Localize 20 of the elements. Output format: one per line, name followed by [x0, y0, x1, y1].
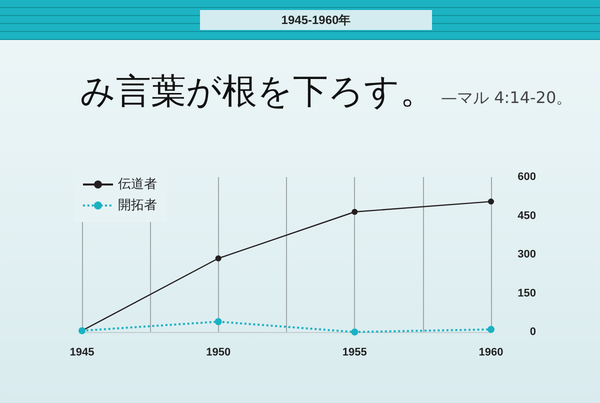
point: [488, 198, 494, 205]
y-tick-label: 600: [518, 171, 536, 183]
x-tick-label: 1955: [342, 346, 367, 358]
text: 1945-1960年: [200, 10, 432, 30]
y-tick-label: 450: [518, 210, 536, 222]
x-tick-label: 1960: [478, 346, 504, 358]
x-tick-label: 1950: [206, 346, 231, 358]
legend-label: 伝道者: [118, 177, 157, 192]
point: [214, 318, 222, 326]
y-tick-label: 150: [518, 287, 536, 300]
y-tick-label: 300: [518, 248, 536, 260]
y-tick-label: 0: [530, 326, 536, 338]
point: [215, 255, 222, 262]
point: [351, 328, 358, 336]
x-tick-label: 1945: [70, 346, 94, 358]
point: [352, 208, 358, 215]
chart-title: み言葉が根を下ろす。: [80, 71, 435, 114]
legend-label: 開拓者: [118, 198, 157, 213]
chart-subtitle: —マル 4:14-20。: [441, 88, 572, 109]
point: [488, 326, 494, 333]
